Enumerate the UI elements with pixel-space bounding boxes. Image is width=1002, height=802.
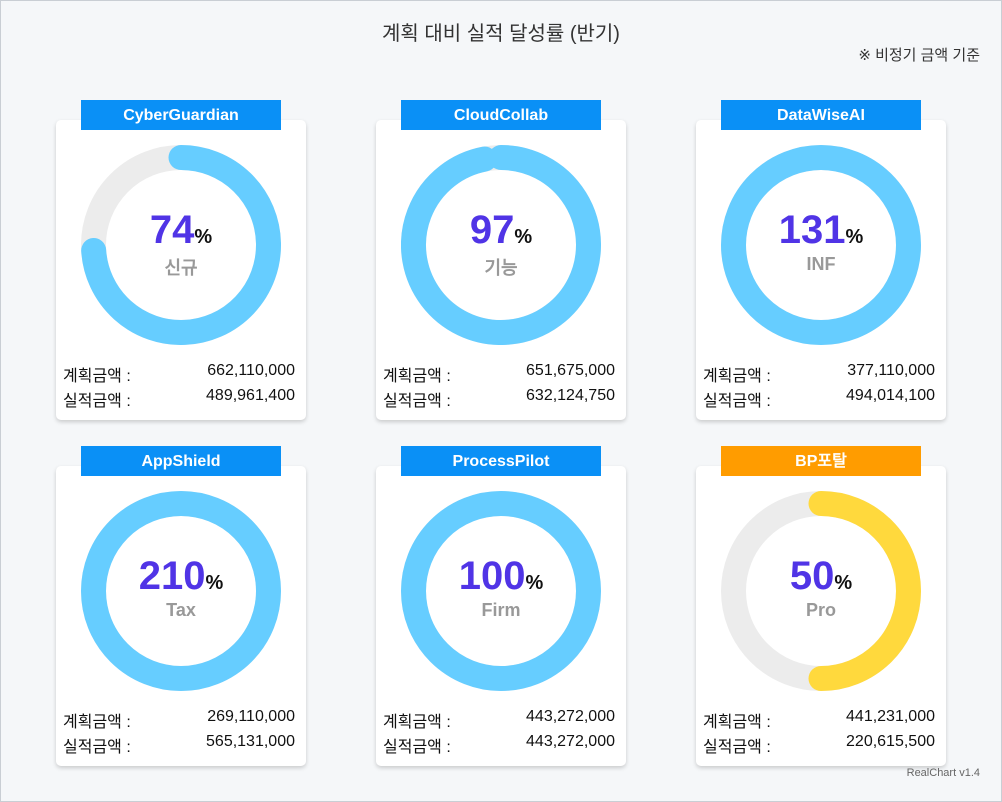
category-label: 신규 [164,258,198,278]
category-label: 기능 [484,258,518,278]
actual-value: 489,961,400 [206,387,295,404]
category-label: Pro [805,600,836,620]
percent-value: 74% [56,208,306,253]
gauge-value-arc [808,491,921,691]
gauge-value-arc [81,145,281,345]
plan-label: 계획금액 : [63,368,131,385]
card-header: ProcessPilot [401,446,601,476]
percent-number: 100 [458,554,526,598]
plan-label: 계획금액 : [63,714,131,731]
plan-value: 377,110,000 [847,362,935,379]
gauge-ring [81,145,281,345]
gauge-value-arc [401,491,601,691]
category-label: Tax [166,600,196,620]
actual-value: 220,615,500 [846,733,935,750]
gauge-ring [721,145,921,345]
gauge-value-arc [721,145,921,345]
percent-sign: % [194,226,213,248]
percent-value: 131% [696,208,946,253]
card-header: CloudCollab [401,100,601,130]
gauge-card: BP포탈 50% Pro 계획금액 :441,231,000 실적금액 :220,615… [696,446,946,766]
actual-label: 실적금액 : [703,393,771,410]
plan-label: 계획금액 : [703,714,771,731]
actual-label: 실적금액 : [383,739,451,756]
percent-number: 131 [778,208,846,252]
plan-label: 계획금액 : [703,368,771,385]
card-header: AppShield [81,446,281,476]
actual-label: 실적금액 : [703,739,771,756]
percent-sign: % [525,572,544,594]
plan-value: 443,272,000 [526,708,615,725]
plan-value: 441,231,000 [846,708,935,725]
actual-value: 494,014,100 [846,387,935,404]
gauge-ring [721,491,921,691]
gauge-card: AppShield 210% Tax 계획금액 :269,110,000 실적금액 :5… [56,446,306,766]
gauge-ring [401,145,601,345]
plan-value: 651,675,000 [526,362,615,379]
actual-label: 실적금액 : [383,393,451,410]
actual-value: 443,272,000 [526,733,615,750]
card-header: DataWiseAI [721,100,921,130]
plan-label: 계획금액 : [383,368,451,385]
credit-label: RealChart v1.4 [906,767,980,779]
actual-label: 실적금액 : [63,739,131,756]
chart-title: 계획 대비 실적 달성률 (반기) [382,23,620,45]
gauge-card: DataWiseAI 131% INF 계획금액 :377,110,000 실적금액 :… [696,100,946,420]
percent-value: 97% [376,208,626,253]
percent-number: 97 [469,208,515,252]
actual-value: 632,124,750 [526,387,615,404]
gauge-card: ProcessPilot 100% Firm 계획금액 : 443,272,000 실적금… [376,446,626,766]
percent-sign: % [834,572,853,594]
percent-sign: % [845,226,864,248]
percent-number: 74 [149,208,195,252]
plan-label: 계획금액 : [383,714,451,731]
actual-label: 실적금액 : [63,393,131,410]
basis-note: ※ 비정기 금액 기준 [858,47,980,64]
category-label: Firm [481,600,521,620]
percent-number: 210 [138,554,206,598]
gauge-value-arc [81,491,281,691]
percent-value: 210% [56,554,306,599]
percent-sign: % [514,226,533,248]
percent-value: 100% [376,554,626,599]
card-header: CyberGuardian [81,100,281,130]
actual-value: 565,131,000 [206,733,295,750]
category-label: INF [806,254,836,274]
percent-value: 50% [696,554,946,599]
card-header: BP포탈 [721,446,921,476]
plan-value: 662,110,000 [207,362,295,379]
percent-number: 50 [789,554,835,598]
gauge-value-arc [401,145,601,345]
gauge-ring [401,491,601,691]
gauge-ring [81,491,281,691]
percent-sign: % [205,572,224,594]
plan-value: 269,110,000 [207,708,295,725]
